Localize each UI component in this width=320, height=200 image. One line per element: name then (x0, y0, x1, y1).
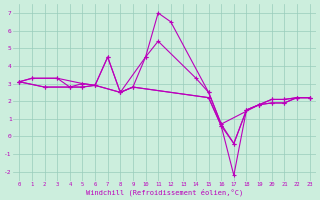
X-axis label: Windchill (Refroidissement éolien,°C): Windchill (Refroidissement éolien,°C) (86, 188, 243, 196)
